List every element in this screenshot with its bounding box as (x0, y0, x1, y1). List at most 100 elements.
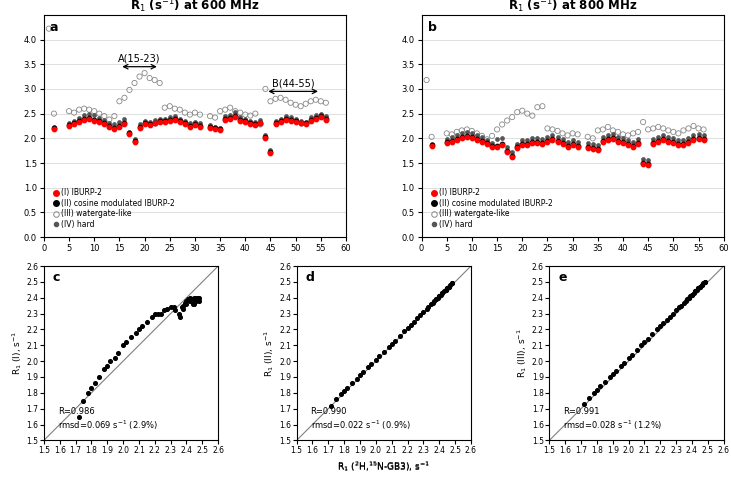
(III) watergate-like (289, 101, 301, 109)
Point (335, 390, 346, 398)
(I) IBURP-2 (526, 139, 538, 147)
(IV) hard (587, 140, 599, 148)
Point (389, 336, 401, 344)
(III) watergate-like (68, 109, 80, 117)
(I) IBURP-2 (169, 116, 181, 124)
Point (694, 283, 705, 290)
Point (428, 297, 440, 305)
(III) watergate-like (78, 105, 90, 113)
(I) IBURP-2 (68, 121, 80, 128)
(IV) hard (94, 114, 105, 122)
(II) cosine modulated IBURP-2 (219, 115, 231, 123)
(III) watergate-like (88, 107, 100, 115)
(II) cosine modulated IBURP-2 (73, 117, 85, 125)
(III) watergate-like (280, 96, 292, 104)
(II) cosine modulated IBURP-2 (78, 115, 90, 123)
(I) IBURP-2 (441, 139, 452, 147)
Point (402, 324, 414, 332)
Point (696, 281, 708, 289)
Text: c: c (53, 271, 60, 284)
(III) watergate-like (592, 126, 604, 134)
(II) cosine modulated IBURP-2 (657, 135, 669, 143)
(II) cosine modulated IBURP-2 (285, 116, 297, 124)
(IV) hard (124, 128, 135, 136)
Point (149, 310, 161, 318)
(IV) hard (521, 136, 533, 144)
(I) IBURP-2 (466, 134, 478, 142)
Point (190, 297, 202, 305)
(I) IBURP-2 (673, 141, 684, 149)
(IV) hard (567, 136, 578, 144)
(III) watergate-like (688, 122, 700, 130)
(IV) hard (632, 135, 644, 143)
(II) cosine modulated IBURP-2 (83, 114, 95, 122)
(IV) hard (446, 133, 458, 141)
Point (692, 284, 704, 292)
Point (168, 303, 180, 311)
Point (689, 288, 701, 295)
Point (443, 283, 455, 290)
(IV) hard (134, 121, 145, 128)
(III) watergate-like (496, 121, 508, 128)
(IV) hard (154, 115, 165, 123)
(I) IBURP-2 (270, 121, 281, 128)
(IV) hard (179, 117, 191, 124)
(III) watergate-like (542, 124, 553, 132)
Point (83, 389, 94, 397)
(II) cosine modulated IBURP-2 (108, 124, 120, 132)
(I) IBURP-2 (652, 138, 664, 146)
(III) watergate-like (552, 127, 564, 135)
(III) watergate-like (214, 107, 226, 115)
Point (591, 386, 603, 394)
(III) watergate-like (425, 133, 437, 141)
(IV) hard (607, 130, 618, 138)
(II) cosine modulated IBURP-2 (678, 140, 689, 148)
Point (436, 289, 448, 297)
(I) IBURP-2 (567, 141, 578, 149)
(II) cosine modulated IBURP-2 (68, 120, 80, 127)
Point (362, 364, 374, 371)
Point (164, 303, 176, 311)
(IV) hard (280, 112, 292, 120)
Point (675, 302, 686, 310)
(III) watergate-like (240, 111, 251, 119)
(I) IBURP-2 (688, 136, 700, 144)
(II) cosine modulated IBURP-2 (194, 122, 206, 130)
(II) cosine modulated IBURP-2 (240, 117, 251, 125)
(IV) hard (310, 111, 322, 119)
Point (436, 289, 448, 297)
Point (181, 300, 192, 308)
(II) cosine modulated IBURP-2 (481, 139, 493, 147)
Point (588, 389, 599, 397)
Point (699, 278, 711, 286)
(IV) hard (657, 131, 669, 139)
(IV) hard (648, 135, 659, 143)
(III) watergate-like (320, 99, 332, 107)
Point (155, 310, 167, 318)
(III) watergate-like (265, 97, 276, 105)
(II) cosine modulated IBURP-2 (471, 135, 482, 143)
(I) IBURP-2 (552, 138, 564, 146)
(I) IBURP-2 (134, 124, 145, 132)
(IV) hard (582, 139, 594, 147)
(IV) hard (289, 115, 301, 123)
(IV) hard (235, 113, 246, 121)
X-axis label: R$_1$ ($^2$H,$^{15}$N-GB3), s$^{-1}$: R$_1$ ($^2$H,$^{15}$N-GB3), s$^{-1}$ (337, 459, 431, 473)
(II) cosine modulated IBURP-2 (244, 120, 256, 127)
(III) watergate-like (305, 97, 317, 105)
Point (105, 357, 116, 365)
(I) IBURP-2 (189, 122, 201, 129)
Point (394, 332, 406, 340)
Point (667, 310, 679, 318)
Point (170, 306, 181, 314)
Point (357, 368, 369, 376)
Point (187, 300, 199, 308)
Point (696, 281, 708, 289)
(I) IBURP-2 (648, 140, 659, 148)
(II) cosine modulated IBURP-2 (652, 137, 664, 145)
(IV) hard (652, 133, 664, 141)
(III) watergate-like (632, 128, 644, 136)
(IV) hard (451, 131, 463, 139)
(I) IBURP-2 (94, 118, 105, 126)
(IV) hard (99, 116, 110, 124)
